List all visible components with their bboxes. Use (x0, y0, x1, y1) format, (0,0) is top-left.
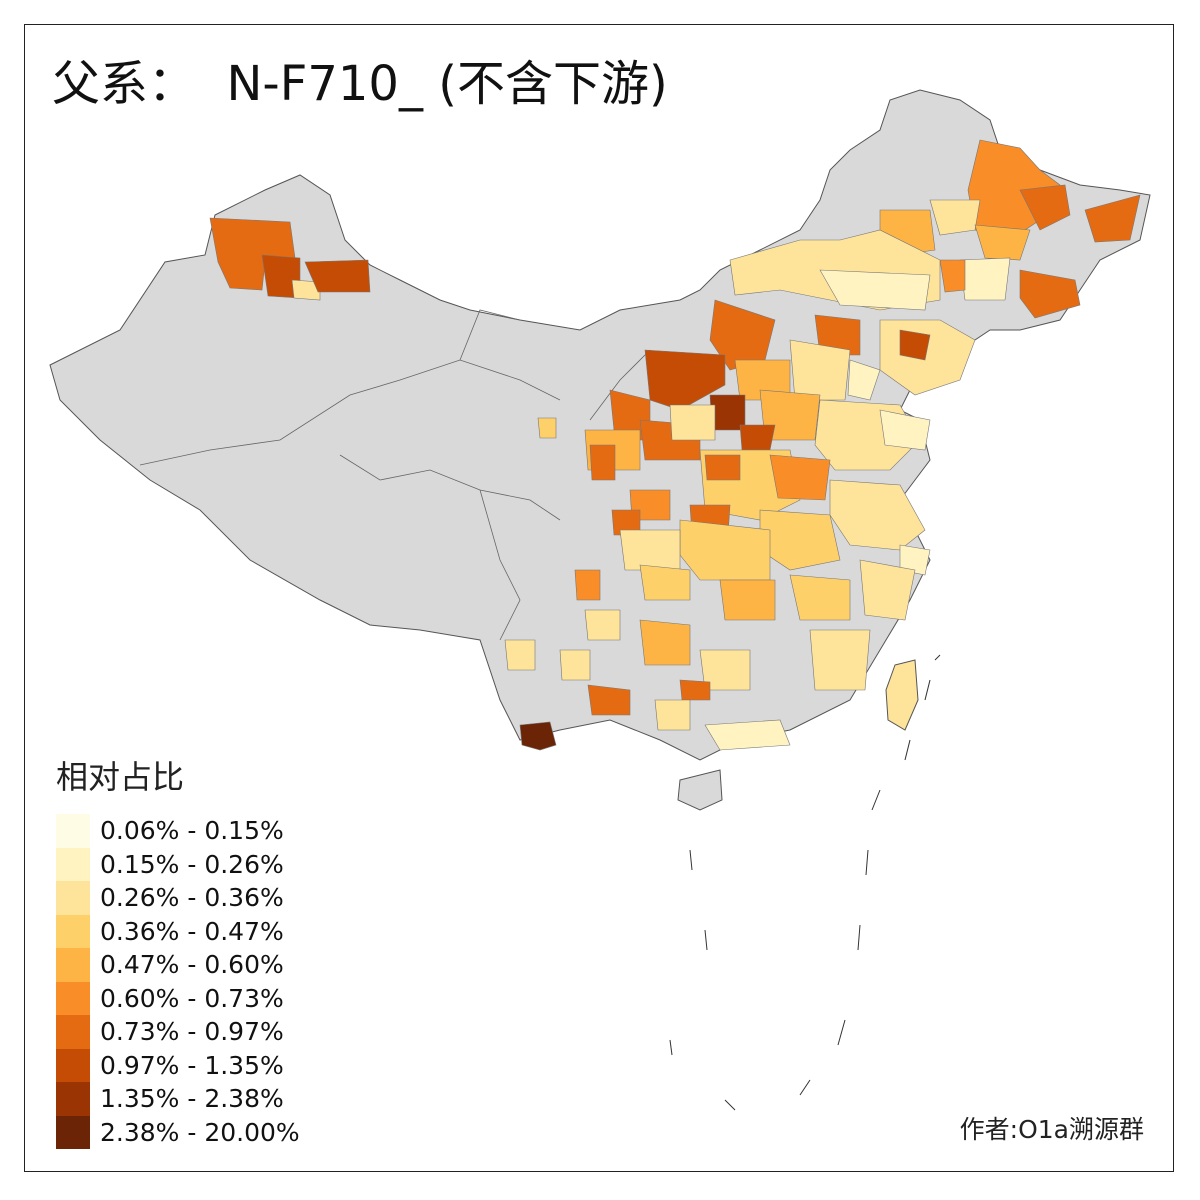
legend-item: 2.38% - 20.00% (56, 1115, 300, 1149)
region-baotou (644, 349, 726, 411)
legend-label: 0.26% - 0.36% (100, 883, 284, 913)
legend-swatch (56, 948, 90, 982)
legend: 相对占比 0.06% - 0.15% 0.15% - 0.26% 0.26% - 0… (56, 752, 300, 1149)
legend-swatch (56, 914, 90, 948)
legend-item: 0.26% - 0.36% (56, 881, 300, 915)
legend-label: 0.47% - 0.60% (100, 950, 284, 980)
region-chifeng (814, 314, 861, 356)
legend-label: 2.38% - 20.00% (100, 1117, 300, 1147)
legend-label: 0.06% - 0.15% (100, 816, 284, 846)
legend-label: 0.97% - 1.35% (100, 1050, 284, 1080)
legend-label: 0.15% - 0.26% (100, 849, 284, 879)
region-luoyang (704, 454, 741, 481)
region-yanbian (1019, 269, 1081, 319)
region-jilin (959, 257, 1011, 301)
region-chengdu (574, 569, 601, 601)
legend-swatch (56, 981, 90, 1015)
region-tianshui (589, 444, 616, 481)
region-shijiazhuang (759, 389, 821, 441)
region-guangxi-west (587, 684, 631, 716)
region-jiangxi-north (789, 574, 851, 621)
legend-item: 0.73% - 0.97% (56, 1015, 300, 1049)
region-beijing (789, 339, 851, 401)
legend-swatch (56, 1082, 90, 1116)
region-guangdong (704, 719, 791, 751)
legend-item: 0.06% - 0.15% (56, 814, 300, 848)
map-title: 父系： N-F710_ (不含下游) (52, 56, 668, 112)
legend-swatch (56, 881, 90, 915)
region-hainan (677, 769, 723, 811)
region-shaanxi-north (669, 404, 716, 441)
region-jiamusi (1084, 194, 1141, 243)
region-taiwan (885, 659, 919, 731)
region-shenyang (899, 329, 931, 361)
region-hubei (679, 519, 771, 581)
region-shanghai (899, 544, 931, 576)
legend-item: 0.60% - 0.73% (56, 981, 300, 1015)
legend-item: 0.47% - 0.60% (56, 948, 300, 982)
data-regions (209, 139, 1141, 751)
region-chongqing (639, 564, 691, 601)
region-hunan-north (719, 579, 776, 621)
map-frame (24, 24, 1174, 1172)
region-guangxi-mid (654, 699, 691, 731)
region-zhengzhou (769, 454, 831, 501)
region-yunnan-kunming (559, 649, 591, 681)
legend-item: 1.35% - 2.38% (56, 1082, 300, 1116)
south-china-sea-islands (669, 654, 941, 1111)
legend-swatch (56, 847, 90, 881)
region-shandong-east (879, 409, 931, 451)
legend-items: 0.06% - 0.15% 0.15% - 0.26% 0.26% - 0.36% 0… (56, 814, 300, 1149)
region-qinghai-xining (537, 417, 557, 439)
region-tianjin (847, 359, 881, 401)
legend-item: 0.97% - 1.35% (56, 1048, 300, 1082)
region-xishuangbanna (519, 721, 557, 751)
region-karamay (291, 279, 321, 301)
legend-label: 0.60% - 0.73% (100, 983, 284, 1013)
legend-label: 1.35% - 2.38% (100, 1084, 284, 1114)
region-guangxi-east (679, 679, 711, 701)
legend-label: 0.36% - 0.47% (100, 916, 284, 946)
author-credit: 作者:O1a溯源群 (959, 1115, 1144, 1144)
province-borders (139, 309, 651, 641)
region-hunan-south (699, 649, 751, 691)
region-changchun (939, 259, 966, 293)
region-sichuan-south (584, 609, 621, 641)
region-urumqi (304, 259, 371, 293)
legend-swatch (56, 1115, 90, 1149)
region-yunnan-west (504, 639, 536, 671)
legend-item: 0.15% - 0.26% (56, 847, 300, 881)
region-sichuan-north (619, 529, 681, 571)
region-harbin (974, 224, 1031, 261)
region-fujian (809, 629, 871, 691)
legend-title: 相对占比 (56, 758, 185, 796)
region-ili (209, 217, 296, 291)
legend-swatch (56, 1015, 90, 1049)
region-hebei-south (739, 424, 776, 451)
region-guizhou (639, 619, 691, 666)
region-qiqihar (929, 199, 981, 236)
region-heilongjiang-mid (1019, 184, 1071, 231)
region-inner-mongolia-mid (819, 269, 931, 311)
legend-swatch (56, 814, 90, 848)
legend-label: 0.73% - 0.97% (100, 1017, 284, 1047)
legend-item: 0.36% - 0.47% (56, 914, 300, 948)
legend-swatch (56, 1048, 90, 1082)
region-zhejiang (859, 559, 916, 621)
